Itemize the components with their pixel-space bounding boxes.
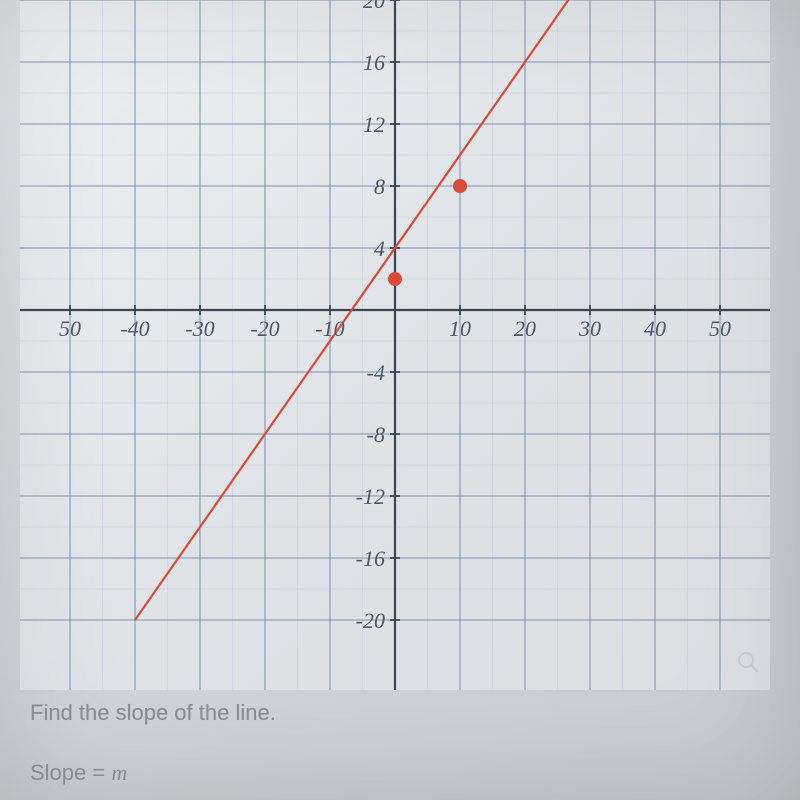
coordinate-graph: 50 -40 -30 -20 -10 10 20 30 40 50 20 16 12 8 4 -4 -8 -12 -…: [20, 0, 770, 690]
axis-label: 50: [709, 316, 731, 342]
graph-svg: [20, 0, 770, 690]
axis-label: 4: [374, 236, 385, 262]
axis-label: -12: [356, 484, 385, 510]
axis-label: -4: [367, 360, 385, 386]
question-prompt: Find the slope of the line.: [30, 700, 276, 726]
axis-label: 50: [59, 316, 81, 342]
axis-label: 30: [579, 316, 601, 342]
prompt-text: Find the slope of the line.: [30, 700, 276, 725]
slope-equation: Slope = m: [30, 760, 127, 786]
axis-label: -10: [315, 316, 344, 342]
axis-label: -8: [367, 422, 385, 448]
axis-label: 12: [363, 112, 385, 138]
axis-label: -20: [250, 316, 279, 342]
axis-label: -16: [356, 546, 385, 572]
axis-label: -20: [356, 608, 385, 634]
axis-label: 40: [644, 316, 666, 342]
equation-variable: m: [111, 760, 127, 785]
axis-label: -30: [185, 316, 214, 342]
screen: 50 -40 -30 -20 -10 10 20 30 40 50 20 16 12 8 4 -4 -8 -12 -…: [0, 0, 800, 800]
axis-label: 10: [449, 316, 471, 342]
axis-label: -40: [120, 316, 149, 342]
axis-label: 20: [514, 316, 536, 342]
equation-prefix: Slope =: [30, 760, 111, 785]
magnifier-icon[interactable]: [736, 650, 760, 674]
axis-label: 16: [363, 50, 385, 76]
axis-label: 8: [374, 174, 385, 200]
axis-label: 20: [363, 0, 385, 14]
